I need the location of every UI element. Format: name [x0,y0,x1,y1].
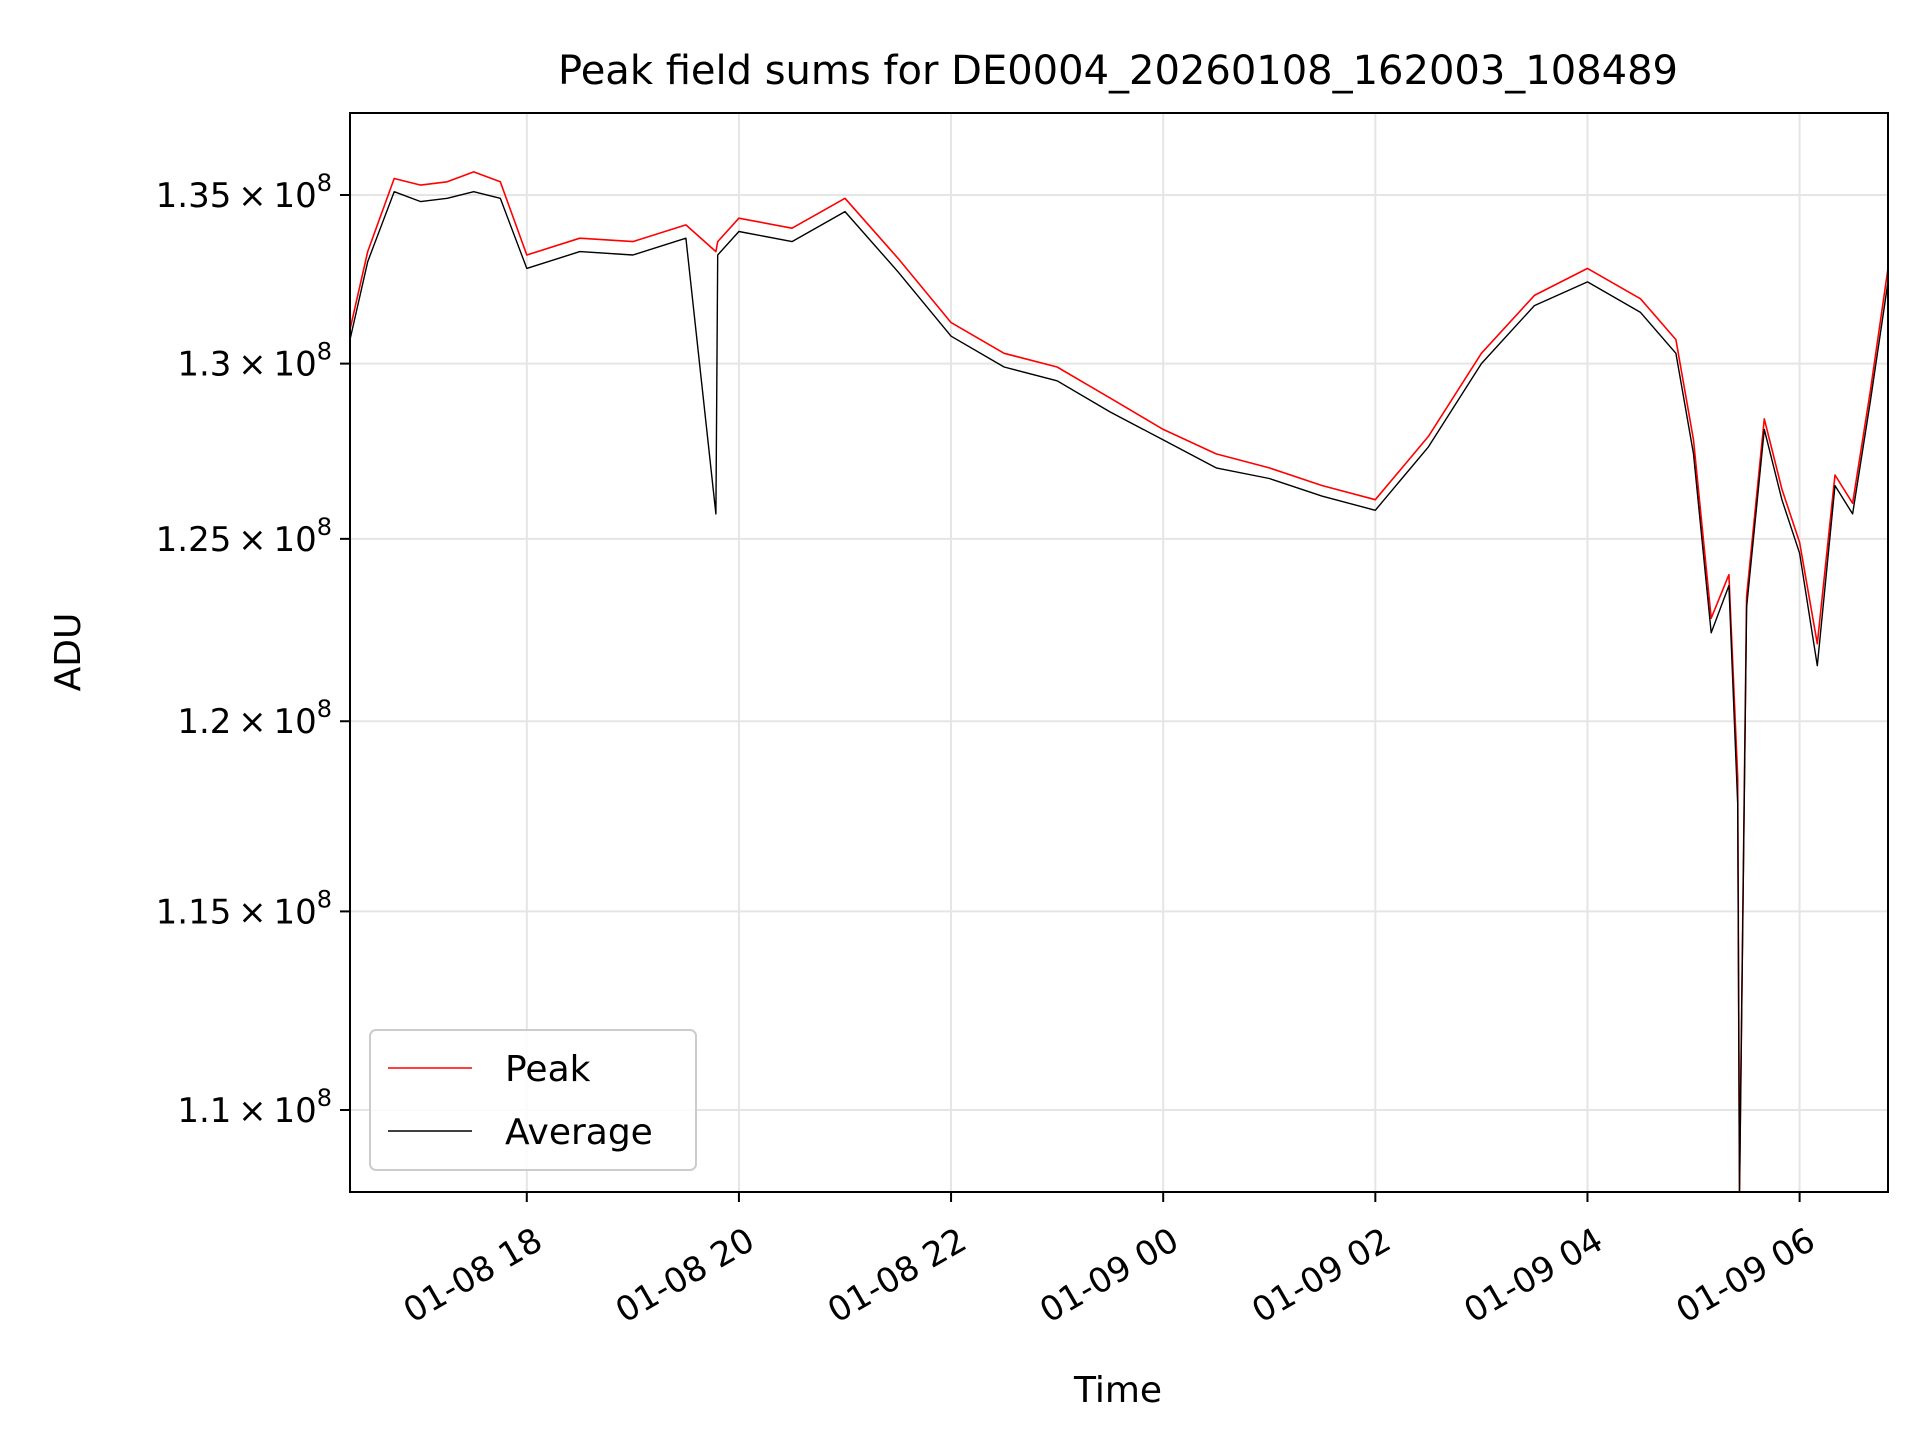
x-axis-label: Time [1073,1370,1162,1411]
y-tick-mantissa: 1.15 × [156,892,274,932]
y-tick-base: 10 [273,520,316,560]
grid-lines [350,113,1888,1192]
series-line-average [349,190,1889,1193]
y-tick-base: 10 [273,892,316,932]
y-tick-base: 10 [273,702,316,742]
y-tick-exponent: 8 [317,169,332,197]
y-tick-mantissa: 1.25 × [156,520,274,560]
y-tick-mantissa: 1.35 × [156,176,274,216]
series-line-peak [349,171,1889,1193]
y-tick-mantissa: 1.1 × [177,1091,273,1131]
y-tick-label: 1.15 × 108 [156,885,332,932]
legend-label-peak: Peak [505,1049,591,1090]
y-tick-mantissa: 1.2 × [177,702,273,742]
y-tick-label: 1.1 × 108 [177,1084,332,1131]
x-tick-label: 01-08 20 [609,1220,761,1331]
y-tick-base: 10 [273,176,316,216]
series-layer [349,171,1889,1193]
x-tick-label: 01-09 04 [1458,1220,1610,1331]
y-tick-exponent: 8 [317,1084,332,1112]
legend: Peak Average [369,1029,697,1171]
y-tick-base: 10 [273,1091,316,1131]
y-axis-label: ADU [48,613,89,692]
y-tick-mantissa: 1.3 × [177,345,273,385]
y-tick-exponent: 8 [317,513,332,541]
y-tick-base: 10 [273,345,316,385]
y-tick-label: 1.2 × 108 [177,695,332,742]
legend-label-average: Average [505,1112,653,1153]
y-tick-exponent: 8 [317,695,332,723]
x-tick-label: 01-09 02 [1245,1220,1397,1331]
legend-box [369,1029,697,1171]
y-tick-label: 1.3 × 108 [177,338,332,385]
y-tick-label: 1.35 × 108 [156,169,332,216]
x-tick-label: 01-09 06 [1670,1220,1822,1331]
y-tick-exponent: 8 [317,338,332,366]
x-tick-label: 01-09 00 [1033,1220,1185,1331]
x-tick-label: 01-08 22 [821,1220,973,1331]
x-tick-label: 01-08 18 [397,1220,549,1331]
x-axis-ticks: 01-08 18 01-08 20 01-08 22 01-09 00 01-09 02… [397,1192,1822,1331]
chart-title: Peak field sums for DE0004_20260108_1620… [558,48,1678,94]
y-tick-exponent: 8 [317,885,332,913]
plot-frame [349,112,1889,1193]
y-tick-label: 1.25 × 108 [156,513,332,560]
